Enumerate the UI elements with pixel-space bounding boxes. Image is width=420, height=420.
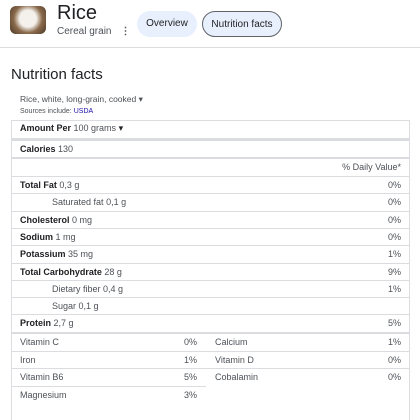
micronutrient-dv: 0% (387, 355, 401, 365)
micronutrient: Vitamin C 0% (11, 334, 206, 351)
micronutrient-name: Vitamin D (215, 355, 254, 365)
calories-value: 130 (58, 144, 74, 154)
thick-rule (11, 331, 410, 334)
divider (0, 47, 420, 48)
nutrient-name: Cholesterol (20, 214, 70, 225)
micronutrient: Iron 1% (11, 351, 206, 368)
nutrient-row: Cholesterol 0 mg 0% (11, 210, 410, 228)
nutrient-amount: 1 mg (55, 231, 76, 242)
micronutrient-dv: 5% (183, 372, 197, 383)
nutrient-name: Total Carbohydrate (20, 266, 102, 277)
micronutrient-dv: 3% (183, 389, 197, 400)
thumbnail[interactable] (10, 6, 46, 34)
nutrient-dv: 0% (387, 180, 401, 190)
micronutrient: Vitamin B6 5% (11, 368, 206, 385)
nutrient-amount: 2,7 g (53, 318, 74, 329)
micronutrient-dv: 0% (183, 336, 197, 347)
nutrient-name: Total Fat (20, 180, 57, 190)
nutrient-row: Dietary fiber 0,4 g 1% (11, 279, 410, 297)
sources: Sources include: USDA (20, 108, 93, 115)
section-title: Nutrition facts (11, 66, 103, 83)
nutrient-name: Sugar (52, 301, 77, 312)
dv-header-row: % Daily Value* (11, 159, 410, 176)
nutrient-amount: 0,1 g (78, 301, 99, 312)
nutrient-amount: 0,4 g (103, 283, 124, 294)
nutrient-row: Total Fat 0,3 g 0% (11, 176, 410, 193)
nutrient-row: Protein 2,7 g 5% (11, 314, 410, 331)
nutrient-amount: 35 mg (68, 249, 94, 260)
micronutrient-name: Iron (20, 355, 36, 365)
serving-row[interactable]: Amount Per 100 grams ▾ (20, 123, 124, 133)
food-select-text: Rice, white, long-grain, cooked (20, 94, 137, 104)
micronutrient-name: Vitamin C (20, 336, 59, 347)
nutrient-row: Total Carbohydrate 28 g 9% (11, 262, 410, 280)
nutrient-dv: 5% (387, 318, 401, 329)
serving-label: Amount Per (20, 123, 72, 133)
sources-link[interactable]: USDA (73, 108, 94, 115)
nutrient-name: Saturated fat (52, 197, 104, 208)
dv-header: % Daily Value* (342, 162, 401, 172)
micronutrient-dv: 1% (387, 336, 401, 347)
tab[interactable]: Overview (137, 11, 197, 37)
nutrient-row: Sodium 1 mg 0% (11, 227, 410, 245)
micronutrient: Magnesium 3% (11, 385, 206, 403)
subtitle-text: Cereal grain (57, 26, 112, 37)
nutrient-dv: 1% (387, 283, 401, 294)
menu-icon[interactable]: ⋮ (120, 26, 131, 37)
calories-label: Calories (20, 144, 56, 154)
micronutrient: Cobalamin 0% (206, 368, 410, 385)
nutrient-amount: 28 g (104, 266, 122, 277)
nutrient-row: Saturated fat 0,1 g 0% (11, 193, 410, 210)
nutrient-amount: 0,1 g (106, 197, 127, 208)
micronutrient-name: Calcium (215, 336, 248, 347)
micronutrient-name: Magnesium (20, 389, 67, 400)
micronutrient-name: Vitamin B6 (20, 372, 64, 383)
nutrient-name: Sodium (20, 231, 53, 242)
micronutrient: Calcium 1% (206, 334, 410, 351)
nutrient-dv: 0% (387, 214, 401, 225)
micronutrient: Vitamin D 0% (206, 351, 410, 368)
subtitle: Cereal grain ⋮ (57, 26, 130, 37)
tab-selected[interactable]: Nutrition facts (202, 11, 282, 37)
nutrient-name: Protein (20, 318, 52, 329)
thick-rule (11, 157, 410, 159)
thick-rule (11, 138, 410, 141)
title: Rice (57, 2, 98, 24)
nutrient-dv: 1% (387, 249, 401, 260)
nutrient-name: Potassium (20, 249, 66, 260)
nutrient-dv: 0% (387, 197, 401, 208)
micronutrient-name: Cobalamin (215, 372, 259, 383)
table-frame (11, 120, 410, 420)
calories-row: Calories 130 (11, 141, 410, 158)
nutrient-dv: 9% (387, 266, 401, 277)
micronutrient-dv: 0% (387, 372, 401, 383)
nutrient-row: Sugar 0,1 g (11, 297, 410, 314)
micronutrient-dv: 1% (183, 355, 197, 365)
food-select[interactable]: Rice, white, long-grain, cooked ▾ (20, 94, 143, 104)
nutrient-amount: 0,3 g (59, 180, 80, 190)
serving-amount: 100 grams (73, 123, 117, 133)
nutrient-name: Dietary fiber (52, 283, 101, 294)
nutrient-amount: 0 mg (72, 214, 93, 225)
sources-label: Sources include: (20, 108, 72, 115)
nutrient-row: Potassium 35 mg 1% (11, 245, 410, 262)
nutrient-dv: 0% (387, 231, 401, 242)
